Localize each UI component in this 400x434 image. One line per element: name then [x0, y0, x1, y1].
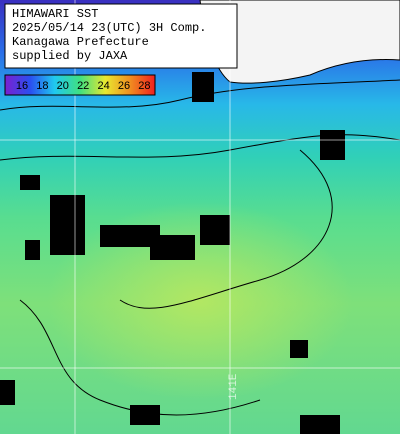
- header-line: HIMAWARI SST: [12, 7, 98, 21]
- colorbar-label: 24: [97, 80, 109, 92]
- header-line: Kanagawa Prefecture: [12, 35, 149, 49]
- colorbar-label: 28: [138, 80, 150, 92]
- colorbar-label: 20: [57, 80, 69, 92]
- header-box: [4, 3, 238, 69]
- colorbar: [4, 74, 156, 96]
- colorbar-label: 22: [77, 80, 89, 92]
- colorbar-labels: 16 18 20 22 24 26 28: [16, 80, 151, 92]
- header-line: supplied by JAXA: [12, 49, 128, 63]
- colorbar-label: 26: [118, 80, 130, 92]
- colorbar-label: 18: [36, 80, 48, 92]
- cloud-mask: [0, 72, 345, 434]
- header-line: 2025/05/14 23(UTC) 3H Comp.: [12, 21, 206, 35]
- grid-label: 141E: [228, 373, 240, 400]
- colorbar-label: 16: [16, 80, 28, 92]
